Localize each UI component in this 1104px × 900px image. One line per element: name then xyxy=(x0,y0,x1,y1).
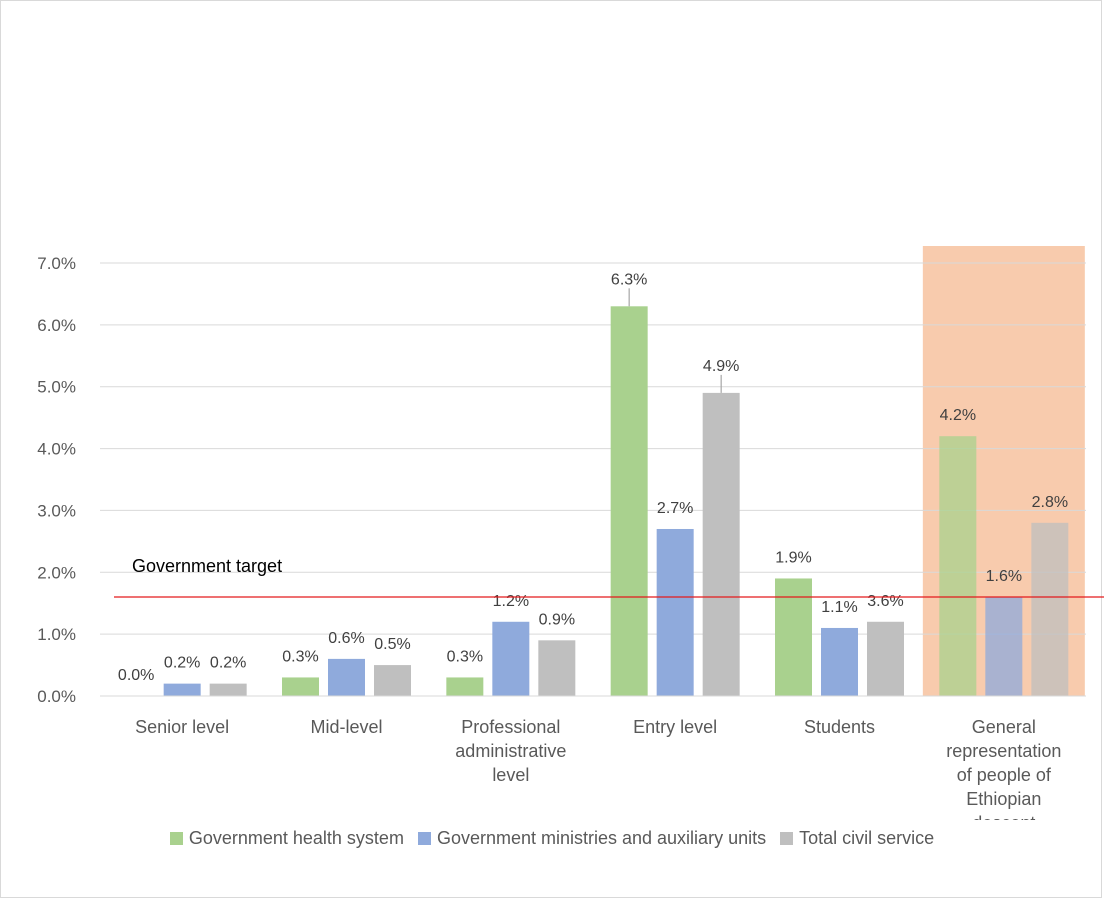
x-tick-label: General xyxy=(972,717,1036,737)
legend-label: Total civil service xyxy=(799,828,935,848)
data-label: 1.1% xyxy=(821,599,857,616)
bar xyxy=(656,528,694,696)
bar xyxy=(867,621,904,696)
y-tick-label: 7.0% xyxy=(37,254,76,273)
bar xyxy=(374,665,411,696)
data-label: 6.3% xyxy=(611,271,647,288)
legend-swatch xyxy=(169,832,183,845)
legend-swatch xyxy=(417,832,431,845)
legend-item: Government health system xyxy=(169,828,404,849)
bar xyxy=(282,677,319,696)
y-tick-label: 1.0% xyxy=(37,625,76,644)
bar xyxy=(446,677,484,696)
bar xyxy=(1031,522,1069,696)
y-tick-label: 0.0% xyxy=(37,687,76,706)
bar xyxy=(775,578,812,696)
bar xyxy=(209,683,247,696)
chart-legend: Government health system Government minis… xyxy=(0,828,1104,849)
bar-chart: 0.0% 1.0% 2.0% 3.0% 4.0% 5.0% 6.0% 7.0% 0.0% 0.3%… xyxy=(37,246,1104,820)
data-label: 2.7% xyxy=(657,500,693,517)
data-label: 0.3% xyxy=(282,648,318,665)
y-tick-label: 6.0% xyxy=(37,316,76,335)
x-tick-label: administrative xyxy=(455,741,566,761)
data-label: 1.2% xyxy=(493,593,529,610)
data-label: 3.6% xyxy=(867,593,903,610)
data-label: 4.9% xyxy=(703,358,739,375)
y-tick-label: 2.0% xyxy=(37,563,76,582)
x-tick-label: Senior level xyxy=(135,717,229,737)
y-tick-label: 4.0% xyxy=(37,440,76,459)
data-label: 0.3% xyxy=(447,648,483,665)
x-tick-label: Entry level xyxy=(633,717,717,737)
bar xyxy=(610,306,648,696)
bar xyxy=(328,658,365,696)
data-label: 1.6% xyxy=(986,568,1022,585)
x-tick-label: Mid-level xyxy=(310,717,382,737)
data-label: 1.9% xyxy=(775,549,811,566)
x-tick-label: Professional xyxy=(461,717,560,737)
y-tick-label: 5.0% xyxy=(37,378,76,397)
bar xyxy=(702,392,740,696)
data-label: 0.2% xyxy=(164,655,200,672)
target-label: Government target xyxy=(132,556,282,576)
bar xyxy=(492,621,530,696)
legend-label: Government ministries and auxiliary unit… xyxy=(436,828,767,848)
legend-item: Government ministries and auxiliary unit… xyxy=(417,828,767,849)
data-label: 0.9% xyxy=(539,611,575,628)
bar xyxy=(821,627,858,696)
bar xyxy=(939,436,977,696)
data-label: 0.2% xyxy=(210,655,246,672)
legend-swatch xyxy=(780,832,794,845)
bar xyxy=(538,640,576,696)
data-label: 4.2% xyxy=(940,407,976,424)
x-tick-label: of people of xyxy=(957,765,1052,785)
x-tick-label: representation xyxy=(946,741,1061,761)
x-tick-label: Ethiopian xyxy=(966,789,1041,809)
data-label: 0.0% xyxy=(118,667,154,684)
data-label: 2.8% xyxy=(1032,494,1068,511)
data-label: 0.5% xyxy=(374,636,410,653)
bar xyxy=(163,683,201,696)
y-tick-label: 3.0% xyxy=(37,501,76,520)
x-tick-label: Students xyxy=(804,717,875,737)
bar xyxy=(985,597,1023,696)
legend-item: Total civil service xyxy=(780,828,934,849)
legend-label: Government health system xyxy=(188,828,404,848)
x-tick-label: descent xyxy=(972,813,1035,820)
x-tick-label: level xyxy=(492,765,529,785)
data-label: 0.6% xyxy=(328,630,364,647)
